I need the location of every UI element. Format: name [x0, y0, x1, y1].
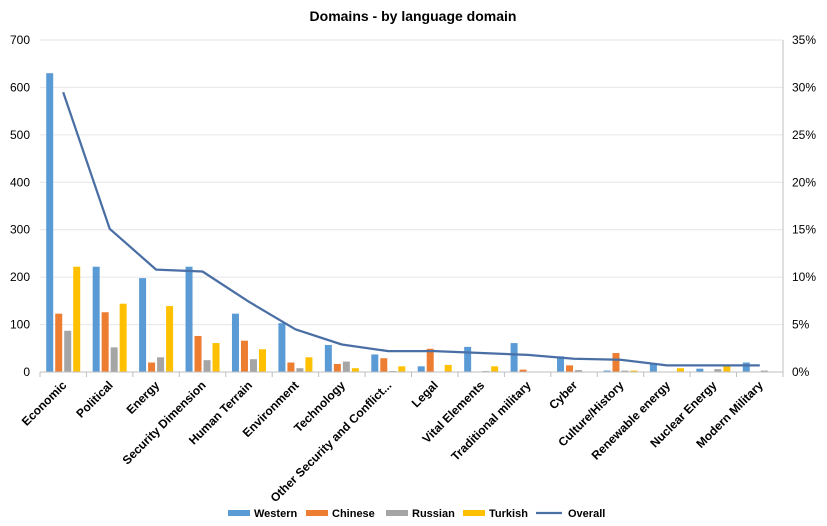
bar-russian	[760, 370, 768, 372]
legend: Western Chinese Russian Turkish Overall	[228, 508, 605, 520]
bar-western	[649, 363, 657, 372]
bar-turkish	[676, 368, 684, 372]
bar-western	[742, 362, 750, 372]
bar-russian	[249, 359, 257, 372]
y-right-tick-label: 35%	[792, 33, 816, 47]
bar-western	[46, 73, 54, 372]
category-label: Security Dimension	[120, 378, 209, 467]
y-right-tick-label: 5%	[792, 318, 810, 332]
category-label: Political	[73, 378, 115, 420]
bar-western	[139, 278, 147, 372]
y-left-tick-label: 0	[23, 365, 30, 379]
bar-chinese	[566, 365, 574, 372]
bar-chinese	[426, 348, 434, 372]
bar-western	[231, 313, 239, 372]
y-right-tick-label: 30%	[792, 80, 816, 94]
category-label: Economic	[19, 378, 70, 429]
bar-chinese	[333, 363, 341, 372]
bar-western	[417, 366, 425, 372]
bar-turkish	[305, 357, 313, 372]
bar-turkish	[398, 366, 406, 372]
legend-label-russian: Russian	[412, 508, 455, 520]
axes	[39, 40, 784, 377]
bar-russian	[157, 357, 165, 372]
category-label: Energy	[124, 378, 163, 417]
y-right-tick-label: 25%	[792, 128, 816, 142]
bar-western	[464, 346, 472, 372]
legend-swatch-chinese	[306, 510, 328, 516]
legend-label-western: Western	[254, 508, 297, 520]
legend-label-chinese: Chinese	[332, 508, 375, 520]
bar-turkish	[491, 366, 499, 372]
bar-chinese	[287, 362, 295, 372]
bar-russian	[203, 360, 211, 372]
y-right-tick-label: 0%	[792, 365, 810, 379]
bar-turkish	[73, 266, 81, 372]
y-axis-right: 0% 5% 10% 15% 20% 25% 30% 35%	[792, 33, 816, 379]
bar-western	[557, 356, 565, 372]
y-left-tick-label: 300	[10, 223, 30, 237]
bar-russian	[64, 330, 72, 372]
bar-chinese	[240, 340, 248, 372]
y-right-tick-label: 15%	[792, 223, 816, 237]
bar-western	[324, 344, 332, 372]
bar-chinese	[148, 362, 156, 372]
chart-title: Domains - by language domain	[310, 8, 517, 24]
legend-swatch-western	[228, 510, 250, 516]
category-label: Cyber	[546, 378, 580, 412]
bar-turkish	[119, 303, 127, 372]
bar-western	[92, 266, 100, 372]
bar-chinese	[194, 335, 202, 372]
bar-western	[696, 368, 704, 372]
bar-chinese	[101, 312, 109, 372]
category-label: Renewable energy	[589, 378, 674, 463]
bar-turkish	[212, 343, 220, 372]
bar-russian	[575, 370, 583, 372]
bar-western	[603, 370, 611, 372]
category-label: Traditional military	[448, 378, 534, 464]
bar-turkish	[166, 306, 174, 372]
y-left-tick-label: 100	[10, 318, 30, 332]
bar-russian	[621, 370, 629, 372]
bar-russian	[342, 361, 350, 372]
bar-western	[185, 266, 193, 372]
legend-swatch-turkish	[463, 510, 485, 516]
legend-label-overall: Overall	[568, 508, 605, 520]
y-right-tick-label: 20%	[792, 175, 816, 189]
y-left-tick-label: 400	[10, 175, 30, 189]
bar-chinese	[55, 313, 63, 372]
y-axis-left: 0 100 200 300 400 500 600 700	[10, 33, 30, 379]
bars	[46, 73, 768, 372]
y-left-tick-label: 700	[10, 33, 30, 47]
bar-western	[371, 354, 379, 372]
bar-western	[510, 343, 518, 372]
overall-line	[62, 91, 760, 367]
bar-turkish	[351, 368, 359, 372]
y-left-tick-label: 500	[10, 128, 30, 142]
bar-russian	[110, 347, 118, 372]
bar-russian	[296, 368, 304, 372]
bar-turkish	[723, 365, 731, 372]
y-right-tick-label: 10%	[792, 270, 816, 284]
bar-chinese	[612, 353, 620, 372]
bar-chinese	[519, 369, 527, 372]
legend-label-turkish: Turkish	[489, 508, 528, 520]
y-left-tick-label: 600	[10, 80, 30, 94]
bar-russian	[714, 369, 722, 372]
gridlines	[40, 39, 783, 326]
overall-line-series	[62, 91, 760, 367]
bar-turkish	[630, 370, 638, 372]
bar-turkish	[444, 364, 452, 372]
bar-turkish	[258, 349, 266, 372]
legend-swatch-russian	[386, 510, 408, 516]
category-label: Legal	[409, 378, 441, 410]
bar-chinese	[380, 358, 388, 372]
bar-western	[278, 323, 286, 372]
y-left-tick-label: 200	[10, 270, 30, 284]
